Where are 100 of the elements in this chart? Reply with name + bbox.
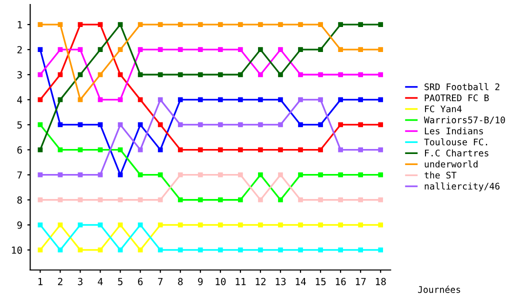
- legend-label: PAOTRED FC B: [424, 94, 489, 102]
- point: [378, 147, 384, 152]
- y-tick-label: 6: [17, 146, 22, 154]
- x-tick-label: 18: [376, 278, 386, 286]
- point: [78, 22, 83, 27]
- point: [138, 147, 143, 152]
- point: [278, 122, 283, 128]
- legend-label: SRD Football 2: [424, 83, 500, 90]
- point: [198, 147, 203, 152]
- point: [78, 47, 83, 52]
- point: [138, 248, 143, 252]
- point: [318, 222, 323, 228]
- point: [38, 122, 43, 128]
- point: [358, 222, 364, 228]
- point: [118, 248, 123, 252]
- point: [298, 122, 303, 128]
- point: [218, 197, 223, 202]
- point: [278, 47, 283, 52]
- x-tick-label: 14: [296, 278, 306, 286]
- y-tick-label: 5: [17, 121, 22, 129]
- y-tick-label: 1: [18, 21, 22, 28]
- point: [98, 172, 103, 178]
- point: [118, 97, 123, 102]
- legend-label: Les Indians: [424, 127, 483, 134]
- point: [298, 197, 303, 202]
- point: [138, 122, 143, 128]
- point: [258, 172, 263, 178]
- point: [278, 197, 283, 202]
- point: [218, 97, 223, 102]
- point: [118, 122, 123, 128]
- point: [58, 147, 63, 152]
- point: [298, 47, 303, 52]
- point: [38, 47, 43, 52]
- point: [38, 147, 43, 152]
- point: [58, 22, 63, 27]
- point: [158, 47, 163, 52]
- point: [258, 147, 263, 152]
- point: [178, 248, 183, 252]
- point: [298, 222, 303, 228]
- point: [338, 47, 343, 52]
- point: [318, 172, 323, 178]
- point: [278, 222, 283, 228]
- point: [218, 22, 223, 27]
- point: [118, 172, 123, 178]
- point: [238, 197, 243, 202]
- point: [338, 97, 343, 102]
- point: [238, 172, 243, 178]
- point: [98, 97, 103, 102]
- point: [318, 197, 323, 202]
- x-tick-label: 12: [256, 278, 266, 286]
- point: [358, 172, 364, 178]
- point: [318, 122, 323, 128]
- point: [198, 197, 203, 202]
- y-tick-label: 2: [17, 46, 22, 54]
- point: [138, 47, 143, 52]
- point: [58, 97, 63, 102]
- point: [278, 22, 283, 27]
- point: [378, 122, 384, 128]
- point: [378, 47, 384, 52]
- point: [138, 197, 143, 202]
- x-tick-label: 4: [98, 278, 103, 286]
- legend-label: the ST: [424, 172, 456, 179]
- point: [78, 248, 83, 252]
- point: [118, 72, 123, 78]
- point: [218, 122, 223, 128]
- point: [318, 147, 323, 152]
- point: [198, 97, 203, 102]
- point: [98, 47, 103, 52]
- point: [358, 122, 364, 128]
- point: [58, 222, 63, 228]
- point: [158, 248, 163, 252]
- x-tick-label: 17: [356, 278, 366, 286]
- point: [358, 72, 364, 78]
- point: [238, 122, 243, 128]
- x-tick-label: 2: [58, 278, 62, 286]
- y-tick-label: 9: [17, 221, 22, 229]
- point: [198, 222, 203, 228]
- point: [198, 47, 203, 52]
- point: [298, 248, 303, 252]
- x-tick-label: 1: [38, 278, 42, 286]
- point: [138, 97, 143, 102]
- point: [118, 222, 123, 228]
- point: [338, 222, 343, 228]
- point: [118, 147, 123, 152]
- point: [158, 172, 163, 178]
- point: [278, 97, 283, 102]
- point: [198, 72, 203, 78]
- point: [278, 172, 283, 178]
- point: [78, 197, 83, 202]
- x-tick-label: 5: [118, 278, 122, 286]
- point: [338, 248, 343, 252]
- point: [238, 147, 243, 152]
- point: [238, 97, 243, 102]
- point: [298, 22, 303, 27]
- point: [78, 72, 83, 78]
- point: [198, 248, 203, 252]
- point: [258, 47, 263, 52]
- point: [98, 122, 103, 128]
- point: [258, 97, 263, 102]
- x-tick-label: 13: [276, 278, 286, 286]
